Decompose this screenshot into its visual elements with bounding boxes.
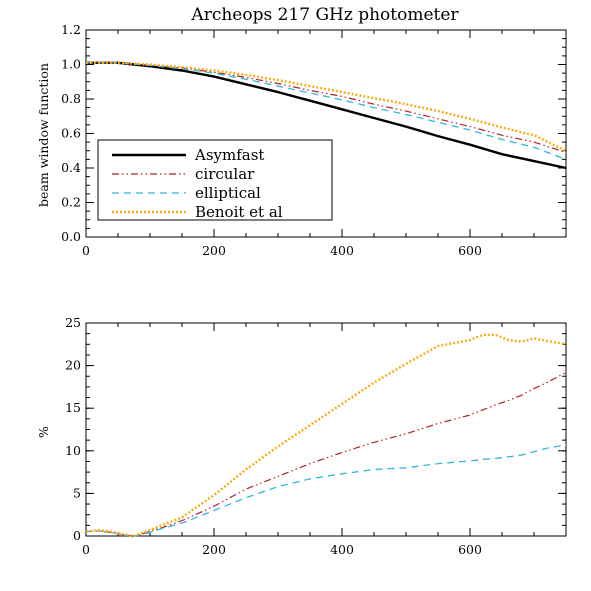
panel-bottom-series (85, 333, 567, 538)
panel-bottom-frame (85, 322, 567, 537)
legend-label-asymfast: Asymfast (194, 146, 264, 164)
panel-top-ylabel: beam window function (36, 63, 51, 207)
bottom-series-circular (85, 371, 567, 537)
bottom-ytick-label: 5 (73, 485, 81, 500)
top-series-circular (86, 62, 567, 154)
panel-top-ticks: 0 200 400 600 0.0 0.2 0.4 0.6 0.8 1.0 1.2 (61, 22, 566, 258)
panel-bottom: % 0 200 400 600 0 5 10 15 20 25 (36, 315, 567, 557)
top-ytick-label: 1.2 (61, 22, 81, 37)
top-xtick-label: 200 (202, 243, 226, 258)
panel-top-series (86, 61, 567, 170)
bottom-series-elliptical (85, 444, 567, 537)
top-series-benoit-et-al (86, 61, 567, 152)
bottom-xtick-label: 0 (82, 542, 90, 557)
bottom-ytick-label: 25 (65, 315, 81, 330)
chart-title: Archeops 217 GHz photometer (190, 5, 459, 25)
top-ytick-label: 1.0 (61, 57, 81, 72)
top-xtick-label: 600 (458, 243, 482, 258)
bottom-xtick-label: 400 (330, 542, 354, 557)
top-ytick-label: 0.0 (61, 229, 81, 244)
top-ytick-label: 0.4 (61, 160, 81, 175)
bottom-ytick-label: 0 (73, 528, 81, 543)
bottom-ytick-label: 15 (65, 400, 81, 415)
top-ytick-label: 0.6 (61, 126, 81, 141)
panel-bottom-ylabel: % (36, 426, 51, 438)
top-xtick-label: 0 (82, 243, 90, 258)
legend-label-benoit-et-al: Benoit et al (195, 203, 283, 221)
panel-bottom-ticks: 0 200 400 600 0 5 10 15 20 25 (65, 315, 566, 557)
legend-box (97, 139, 333, 221)
top-ytick-label: 0.2 (61, 195, 81, 210)
bottom-xtick-label: 200 (202, 542, 226, 557)
legend-label-elliptical: elliptical (195, 184, 261, 202)
top-ytick-label: 0.8 (61, 91, 81, 106)
legend-label-circular: circular (195, 165, 255, 183)
top-xtick-label: 400 (330, 243, 354, 258)
bottom-series-benoit-et-al (85, 333, 567, 538)
panel-top: beam window function 0 200 400 600 0.0 0.2 0.4… (36, 22, 567, 258)
top-series-elliptical (86, 62, 567, 161)
top-series-asymfast (86, 61, 567, 170)
bottom-ytick-label: 10 (65, 443, 81, 458)
bottom-ytick-label: 20 (65, 358, 81, 373)
bottom-xtick-label: 600 (458, 542, 482, 557)
